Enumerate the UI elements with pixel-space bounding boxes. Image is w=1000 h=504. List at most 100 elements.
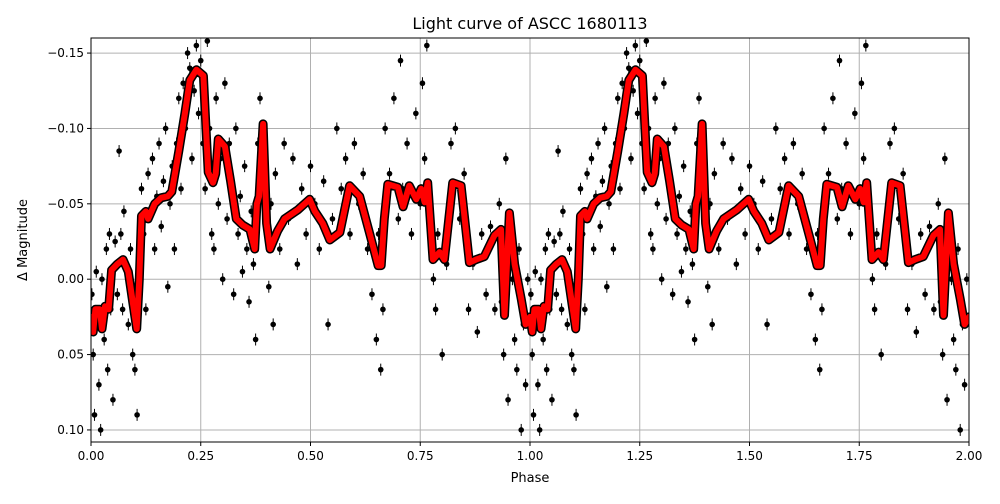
data-point	[435, 231, 441, 237]
data-point	[755, 246, 762, 252]
data-point	[505, 396, 511, 403]
data-point	[351, 140, 358, 147]
data-point	[241, 163, 248, 169]
data-point	[904, 306, 911, 313]
data-point	[545, 231, 552, 237]
data-point	[134, 412, 140, 418]
data-point	[632, 42, 639, 49]
data-point	[658, 276, 665, 282]
data-point	[413, 110, 419, 117]
data-point	[377, 366, 384, 373]
data-point	[672, 125, 678, 132]
data-point	[869, 276, 876, 282]
data-point	[557, 231, 563, 237]
x-tick-label: 0.50	[297, 449, 324, 463]
data-point	[604, 283, 610, 290]
data-point	[625, 65, 632, 71]
data-point	[298, 185, 305, 192]
data-point	[294, 261, 301, 267]
data-point	[737, 185, 744, 192]
data-point	[530, 412, 537, 418]
data-point	[558, 306, 565, 313]
data-point	[162, 125, 169, 132]
data-point	[860, 155, 867, 162]
data-point	[819, 306, 825, 313]
data-point	[847, 231, 854, 237]
data-point	[160, 178, 167, 185]
data-point	[674, 231, 680, 237]
data-point	[452, 125, 459, 132]
data-points	[91, 38, 969, 436]
data-point	[913, 329, 920, 335]
data-point	[320, 178, 327, 185]
data-point	[957, 427, 964, 433]
data-point	[654, 201, 661, 207]
data-point	[704, 283, 711, 290]
data-point	[114, 291, 121, 298]
data-point	[887, 140, 893, 147]
data-point	[830, 95, 836, 102]
data-point	[610, 246, 617, 252]
model-curve	[91, 65, 969, 337]
data-point	[382, 125, 388, 132]
data-point	[461, 170, 467, 177]
data-point	[628, 155, 634, 162]
data-point	[487, 223, 494, 230]
data-point	[768, 216, 775, 222]
data-point	[553, 291, 560, 298]
data-point	[465, 306, 472, 313]
data-point	[96, 381, 102, 388]
data-point	[950, 336, 957, 343]
data-point	[858, 80, 865, 87]
data-point	[799, 170, 805, 177]
data-point	[151, 246, 158, 252]
y-axis: −0.15 −0.10 −0.05 0.00 0.05 0.10	[47, 46, 91, 437]
data-point	[601, 125, 608, 132]
data-point	[496, 201, 503, 207]
data-point	[184, 50, 191, 56]
data-point	[568, 351, 575, 358]
data-point	[129, 351, 136, 358]
data-point	[742, 231, 748, 237]
grid	[90, 38, 970, 442]
data-point	[395, 216, 402, 222]
data-point	[961, 381, 968, 388]
data-point	[647, 231, 654, 237]
data-point	[555, 148, 561, 154]
data-point	[538, 276, 544, 282]
data-point	[746, 163, 753, 169]
data-point	[511, 336, 518, 343]
data-point	[119, 306, 126, 313]
data-point	[316, 246, 323, 252]
data-point	[265, 283, 272, 290]
data-point	[145, 170, 151, 177]
data-point	[874, 231, 880, 237]
data-point	[652, 95, 658, 102]
data-point	[197, 57, 204, 64]
data-point	[709, 321, 715, 328]
data-point	[171, 246, 178, 252]
data-point	[821, 125, 827, 132]
x-tick-label: 0.75	[407, 449, 434, 463]
y-tick-label: 0.10	[57, 423, 84, 437]
data-point	[549, 396, 555, 403]
data-point	[91, 412, 98, 418]
data-point	[165, 283, 171, 290]
data-point	[634, 110, 641, 117]
data-point	[944, 396, 950, 403]
data-point	[733, 261, 740, 267]
data-point	[272, 170, 279, 177]
data-point	[93, 268, 100, 275]
data-point	[759, 178, 766, 185]
data-point	[195, 110, 202, 117]
data-point	[922, 291, 928, 298]
data-point	[650, 246, 656, 252]
data-point	[503, 155, 509, 162]
data-point	[474, 329, 481, 335]
data-point	[816, 366, 823, 373]
data-point	[118, 231, 124, 237]
data-point	[492, 306, 498, 313]
data-point	[582, 306, 588, 313]
data-point	[430, 276, 437, 282]
data-point	[878, 351, 884, 358]
